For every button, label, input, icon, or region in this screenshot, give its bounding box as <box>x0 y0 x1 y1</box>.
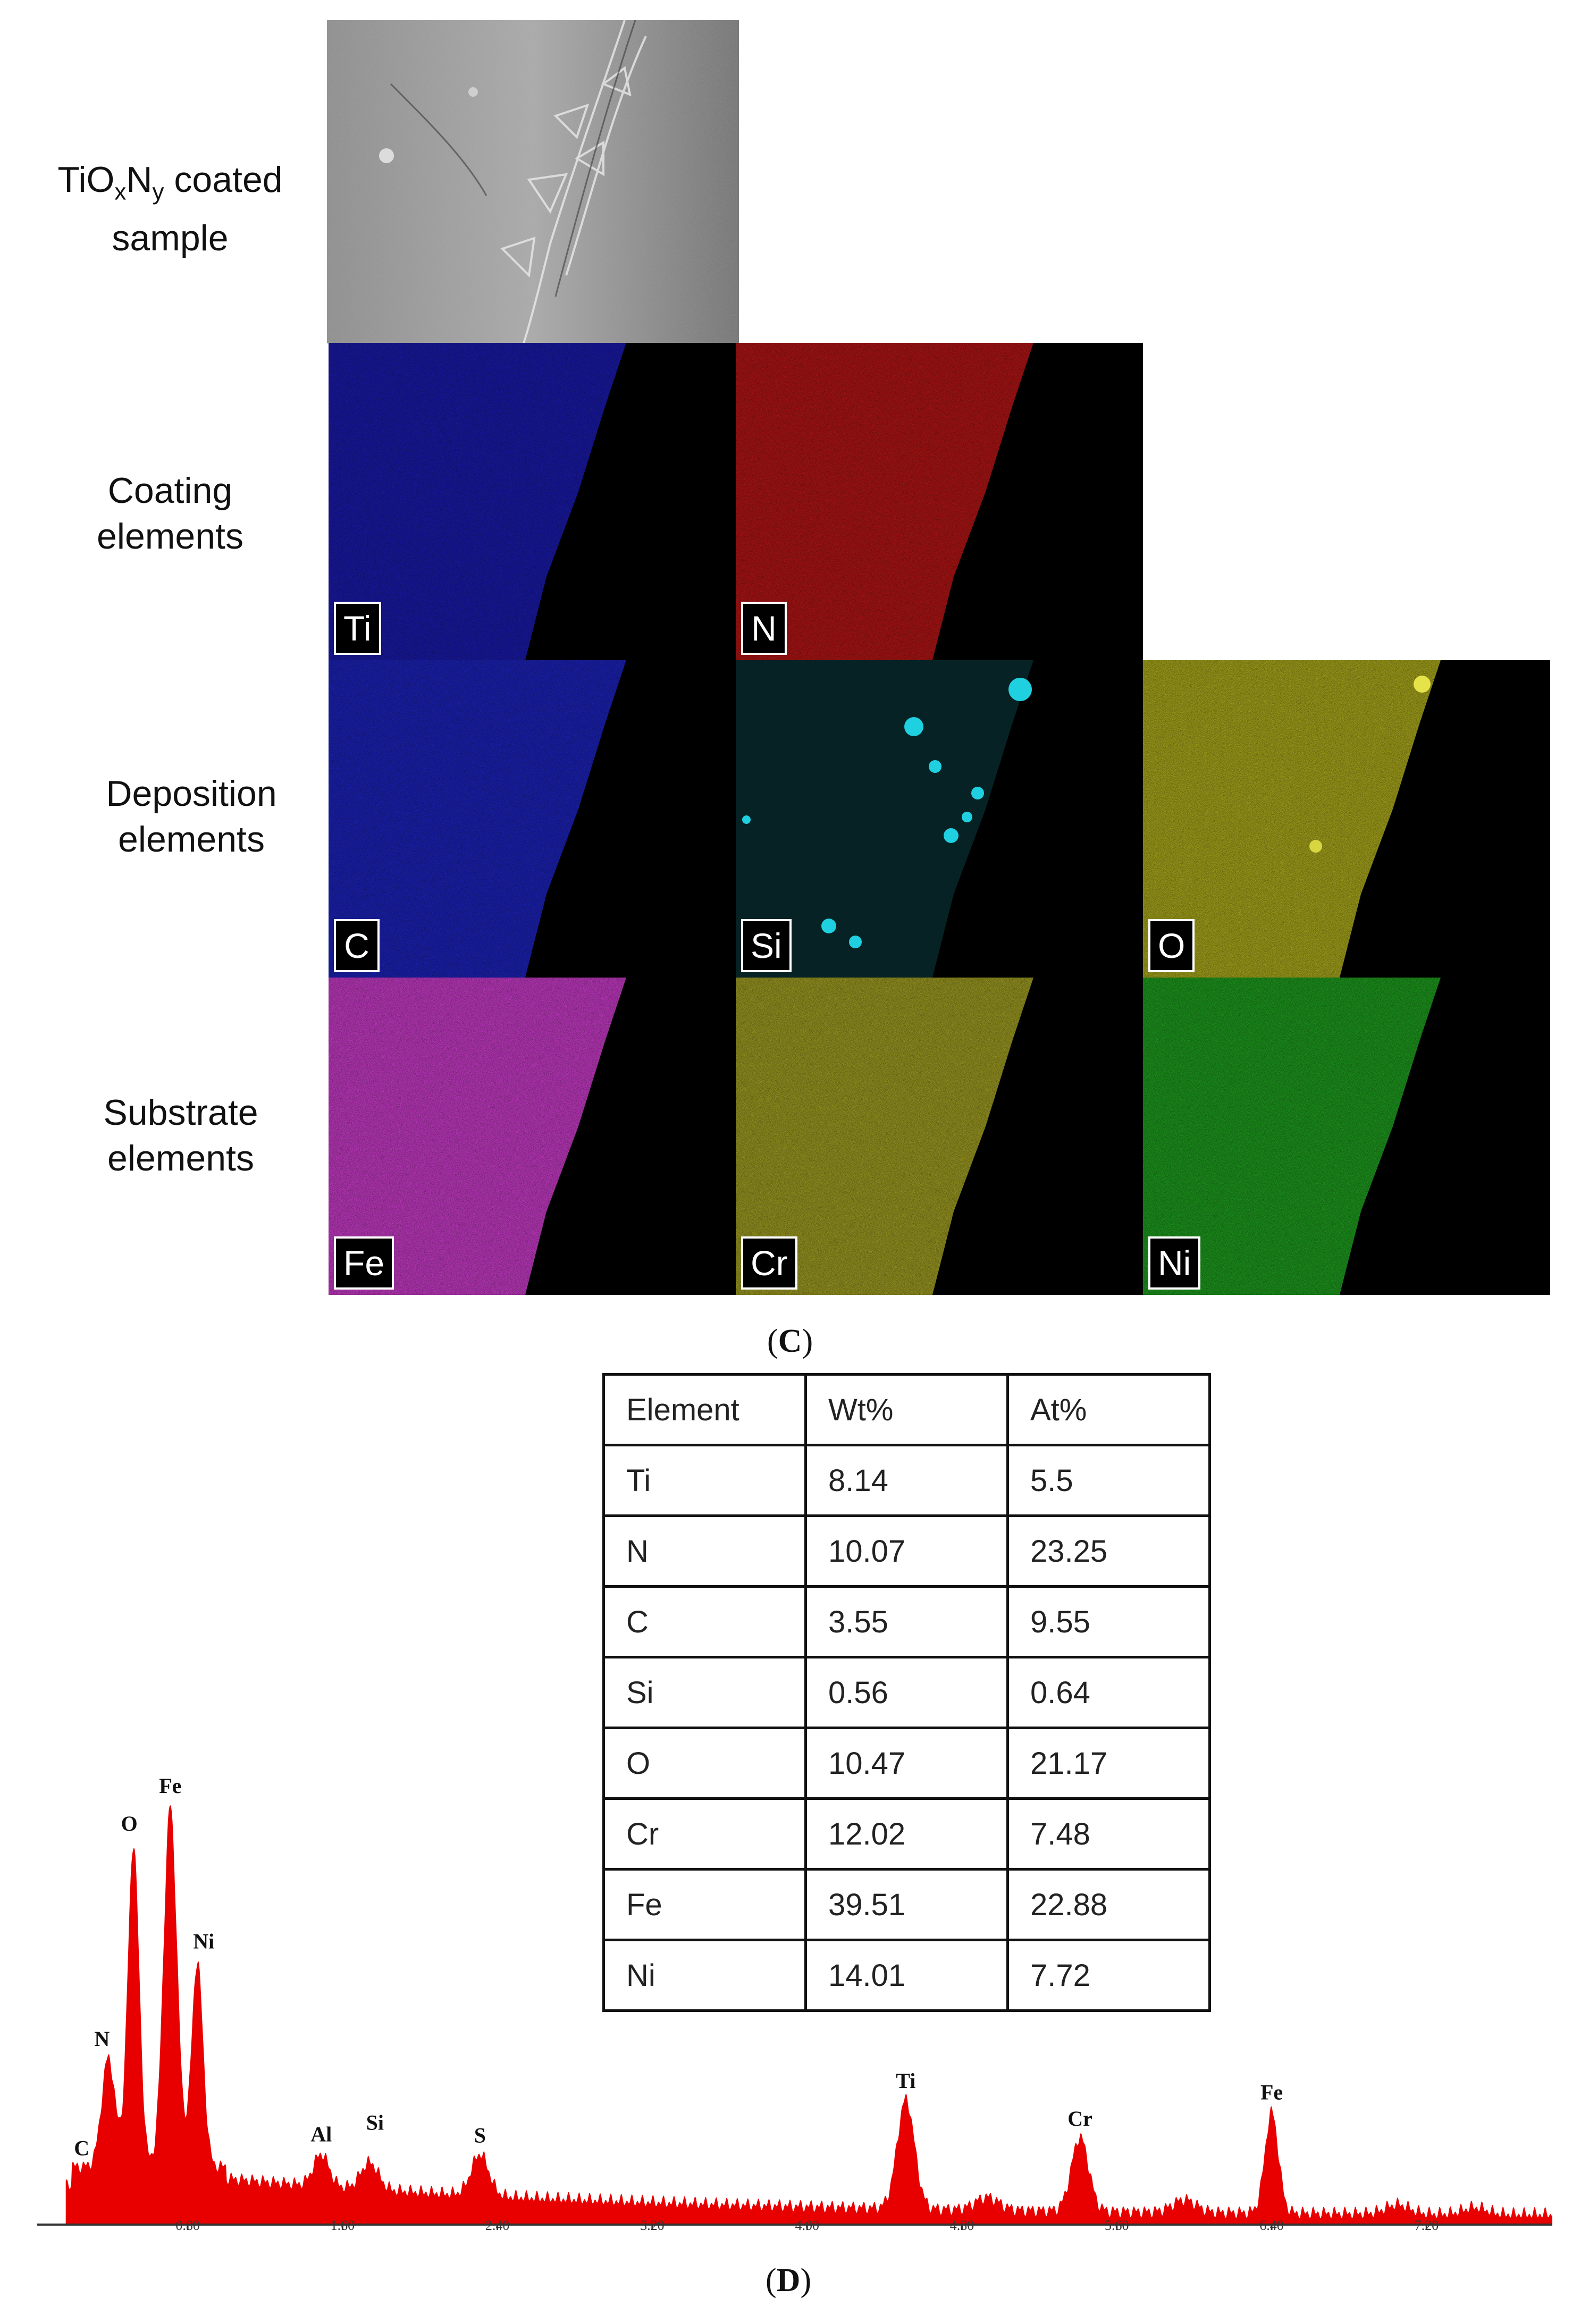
peak-label-ni: Ni <box>193 1929 214 1953</box>
table-cell: 23.25 <box>1006 1514 1211 1588</box>
table-header-cell: Wt% <box>804 1373 1009 1446</box>
table-cell: 7.48 <box>1006 1797 1211 1871</box>
map-label-ni: Ni <box>1148 1236 1201 1290</box>
x-tick-label: 5.60 <box>1105 2218 1129 2233</box>
table-cell: C <box>602 1585 807 1658</box>
si-particle <box>1008 678 1032 701</box>
table-cell: 10.47 <box>804 1727 1009 1800</box>
table-cell: Si <box>602 1656 807 1729</box>
peak-label-al: Al <box>310 2123 332 2146</box>
map-label-cr: Cr <box>741 1236 797 1290</box>
row-label-deposition-elements: Deposition elements <box>106 773 277 860</box>
table-header-row: Element Wt% At% <box>602 1373 1211 1446</box>
table-cell: 0.64 <box>1006 1656 1211 1729</box>
map-label-si: Si <box>741 919 792 972</box>
peak-label-c: C <box>74 2136 89 2160</box>
row-label-coating-elements: Coating elements <box>97 470 243 557</box>
panel-caption-d: (D) <box>766 2262 812 2298</box>
map-tile-ni: Ni <box>1143 978 1550 1295</box>
x-tick-label: 4.00 <box>795 2218 819 2233</box>
table-cell: 12.02 <box>804 1797 1009 1871</box>
x-tick-label: 7.20 <box>1415 2218 1439 2233</box>
table-row: O 10.47 21.17 <box>602 1727 1211 1800</box>
eds-spectrum-chart: 0.80 1.60 2.40 3.20 4.00 4.80 5.60 6.40 7.20CNOF… <box>37 1774 1552 2233</box>
peak-label-fe: Fe <box>159 1774 181 1798</box>
table-cell: 14.01 <box>804 1939 1009 2012</box>
table-cell: Ti <box>602 1444 807 1517</box>
table-cell: N <box>602 1514 807 1588</box>
map-tile-fe: Fe <box>329 978 736 1295</box>
x-tick-label: 0.80 <box>175 2218 200 2233</box>
map-tile-n: N <box>736 343 1143 660</box>
si-particle <box>904 717 923 736</box>
x-tick-label: 1.60 <box>331 2218 355 2233</box>
x-tick-label: 2.40 <box>485 2218 510 2233</box>
peak-label-si: Si <box>366 2111 384 2135</box>
table-cell: 10.07 <box>804 1514 1009 1588</box>
table-cell: 3.55 <box>804 1585 1009 1658</box>
peak-label-cr: Cr <box>1067 2107 1092 2131</box>
table-cell: 22.88 <box>1006 1868 1211 1941</box>
table-cell: Ni <box>602 1939 807 2012</box>
map-label-ti: Ti <box>334 602 381 655</box>
table-cell: Fe <box>602 1868 807 1941</box>
peak-label-n: N <box>94 2027 110 2051</box>
sem-image-coated-sample <box>327 20 739 343</box>
peak-label-s: S <box>474 2124 486 2148</box>
map-label-n: N <box>741 602 787 655</box>
x-tick-label: 3.20 <box>640 2218 665 2233</box>
map-tile-cr: Cr <box>736 978 1143 1295</box>
x-tick-label: 4.80 <box>950 2218 974 2233</box>
composition-table: Element Wt% At% Ti 8.14 5.5 N 10.07 23.25 C 3.55 9.… <box>602 1373 1211 2012</box>
map-label-c: C <box>334 919 380 972</box>
map-label-o: O <box>1148 919 1195 972</box>
table-cell: 21.17 <box>1006 1727 1211 1800</box>
x-tick-label: 6.40 <box>1259 2218 1284 2233</box>
table-cell: 39.51 <box>804 1868 1009 1941</box>
table-cell: 9.55 <box>1006 1585 1211 1658</box>
table-header-cell: Element <box>602 1373 807 1446</box>
table-cell: 0.56 <box>804 1656 1009 1729</box>
map-label-fe: Fe <box>334 1236 394 1290</box>
si-particle <box>849 936 862 948</box>
table-cell: 7.72 <box>1006 1939 1211 2012</box>
peak-label-fe: Fe <box>1260 2081 1283 2104</box>
table-row: C 3.55 9.55 <box>602 1585 1211 1658</box>
si-particle <box>742 815 751 824</box>
table-cell: O <box>602 1727 807 1800</box>
panel-caption-c: (C) <box>767 1323 813 1359</box>
spectrum-area <box>65 1805 1552 2225</box>
map-tile-c: C <box>329 660 736 978</box>
si-particle <box>821 919 836 933</box>
table-row: Si 0.56 0.64 <box>602 1656 1211 1729</box>
table-header-cell: At% <box>1006 1373 1211 1446</box>
table-row: Fe 39.51 22.88 <box>602 1868 1211 1941</box>
table-row: Ni 14.01 7.72 <box>602 1939 1211 2012</box>
peak-label-o: O <box>121 1812 138 1835</box>
map-tile-si: Si <box>736 660 1143 978</box>
map-tile-ti: Ti <box>329 343 736 660</box>
row-label-coated-sample: TiOxNy coated sample <box>57 159 283 258</box>
peak-label-ti: Ti <box>896 2069 915 2093</box>
si-particle <box>944 828 959 843</box>
table-cell: 5.5 <box>1006 1444 1211 1517</box>
table-row: Ti 8.14 5.5 <box>602 1444 1211 1517</box>
table-cell: 8.14 <box>804 1444 1009 1517</box>
si-particle <box>971 787 984 799</box>
table-cell: Cr <box>602 1797 807 1871</box>
table-row: N 10.07 23.25 <box>602 1514 1211 1588</box>
table-row: Cr 12.02 7.48 <box>602 1797 1211 1871</box>
si-particle <box>929 760 941 773</box>
si-particle <box>962 812 972 822</box>
map-tile-o: O <box>1143 660 1550 978</box>
row-label-substrate-elements: Substrate elements <box>103 1092 258 1178</box>
